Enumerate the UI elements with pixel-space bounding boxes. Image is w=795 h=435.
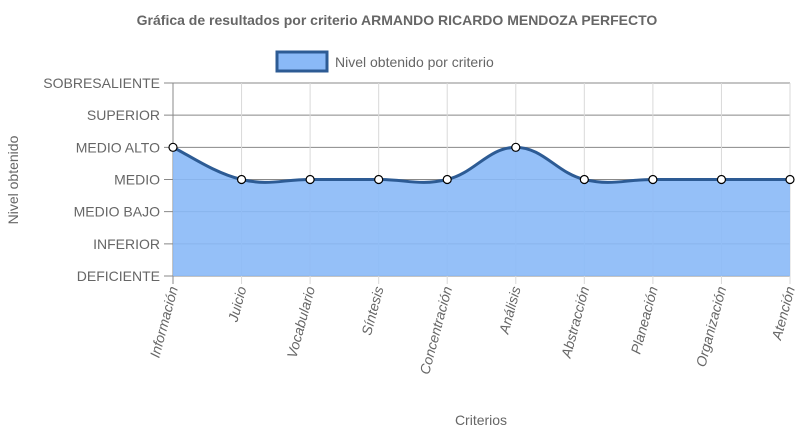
- x-tick-label: Organización: [693, 284, 730, 368]
- legend[interactable]: Nivel obtenido por criterio: [275, 50, 494, 73]
- data-point-Abstracción[interactable]: [579, 174, 589, 185]
- chart-title: Gráfica de resultados por criterio ARMAN…: [137, 12, 658, 28]
- series-line: [172, 145, 790, 184]
- y-tick-label: SOBRESALIENTE: [43, 75, 160, 91]
- legend-swatch: [275, 50, 329, 73]
- data-point-Concentración[interactable]: [442, 174, 452, 185]
- data-point-Planeación[interactable]: [648, 174, 658, 185]
- y-tick-label: DEFICIENTE: [77, 268, 160, 284]
- data-point-Vocabulario[interactable]: [305, 174, 315, 185]
- series-area: [172, 145, 790, 276]
- data-point-Síntesis[interactable]: [374, 174, 384, 185]
- x-tick-label: Concentración: [416, 284, 455, 376]
- y-axis-label: Nivel obtenido: [5, 135, 21, 224]
- data-point-Información[interactable]: [168, 142, 178, 152]
- legend-label: Nivel obtenido por criterio: [335, 54, 494, 70]
- y-tick-label: MEDIO BAJO: [74, 204, 160, 220]
- x-tick-label: Síntesis: [358, 285, 386, 337]
- series-fill: [173, 147, 790, 276]
- x-tick-label: Análisis: [495, 285, 523, 337]
- x-tick-label: Juicio: [224, 284, 249, 324]
- x-tick-label: Planeación: [627, 284, 660, 355]
- y-tick-label: MEDIO: [114, 172, 160, 188]
- y-tick-label: SUPERIOR: [87, 107, 160, 123]
- x-axis-ticks: Información Juicio Vocabulario Síntesis Conc…: [147, 284, 795, 376]
- data-point-Organización[interactable]: [716, 174, 727, 185]
- data-point-Juicio[interactable]: [236, 174, 247, 185]
- x-tick-label: Información: [147, 284, 181, 359]
- x-tick-label: Vocabulario: [284, 284, 319, 359]
- y-tick-label: MEDIO ALTO: [76, 139, 160, 155]
- x-tick-label: Abstracción: [558, 284, 593, 360]
- x-tick-label: Atención: [768, 284, 795, 342]
- data-point-Atención[interactable]: [785, 174, 795, 185]
- y-axis-ticks: DEFICIENTE INFERIOR MEDIO BAJO MEDIO MEDIO A…: [43, 75, 160, 284]
- y-tick-label: INFERIOR: [93, 236, 160, 252]
- data-points: [168, 142, 795, 185]
- data-point-Análisis[interactable]: [511, 142, 521, 152]
- x-axis-label: Criterios: [455, 412, 507, 428]
